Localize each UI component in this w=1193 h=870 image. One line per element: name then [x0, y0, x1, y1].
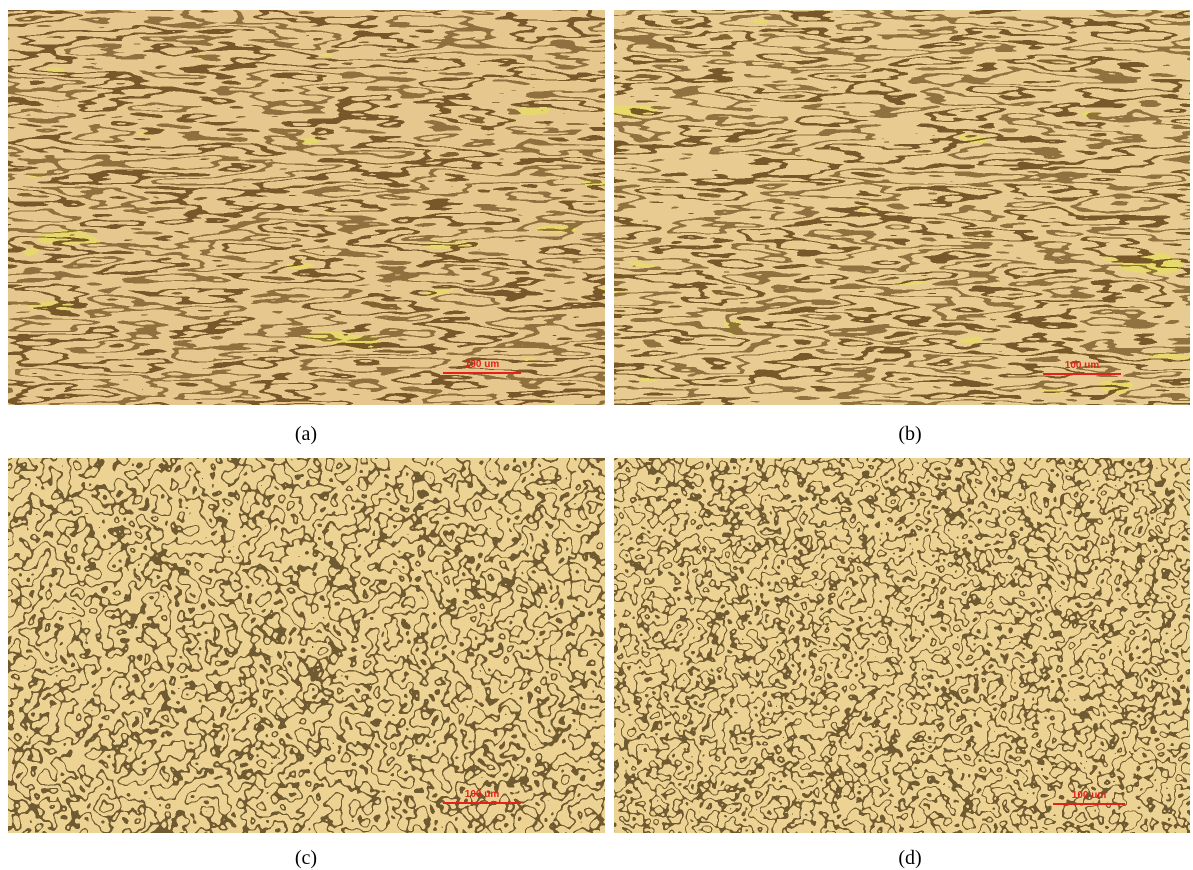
scale-label: 100 um [465, 789, 500, 800]
panel-caption: (b) [898, 423, 921, 445]
panel-caption: (a) [295, 423, 317, 445]
scale-label: 100 um [465, 359, 500, 370]
panel-caption: (c) [295, 847, 317, 869]
micrograph: 100 um [8, 10, 605, 405]
micrograph: 100 um [614, 10, 1190, 405]
micrograph: 100 um [8, 458, 605, 833]
figure: 100 um (a) 100 um (b) 100 um (c) 100 um … [0, 0, 1193, 870]
scale-label: 100 um [1072, 790, 1107, 801]
scale-label: 100 um [1065, 360, 1100, 371]
micrograph: 100 um [614, 458, 1190, 833]
panel-caption: (d) [898, 847, 921, 869]
